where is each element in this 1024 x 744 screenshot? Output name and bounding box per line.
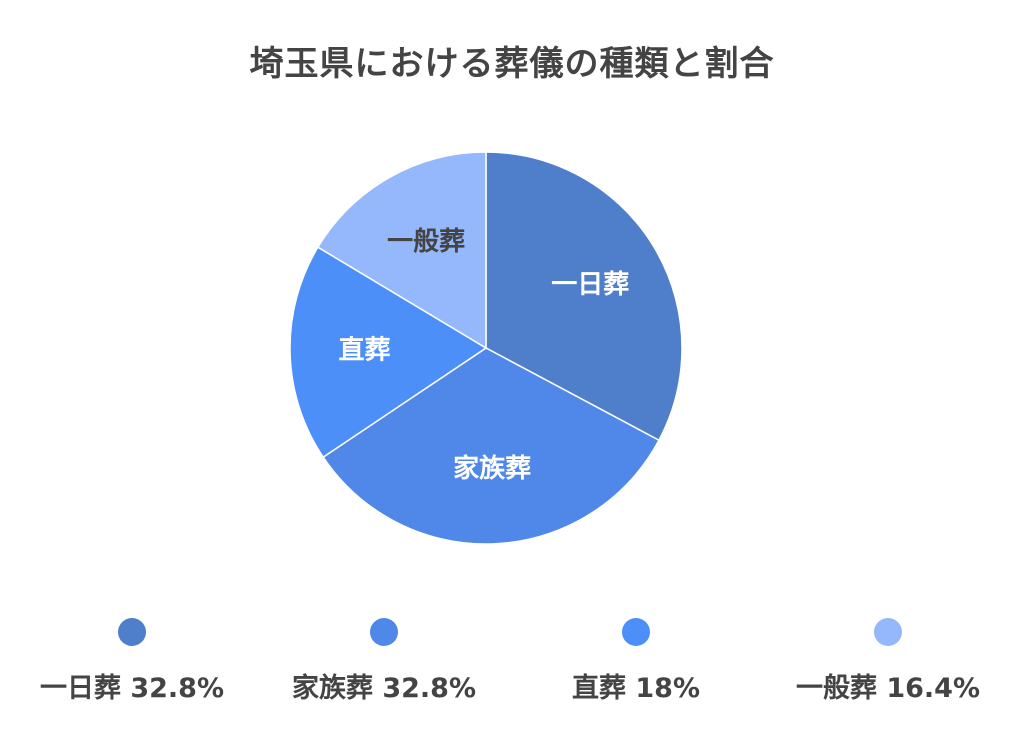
- legend-swatch: [622, 618, 650, 646]
- slice-label: 一日葬: [551, 270, 629, 300]
- pie-slice[interactable]: [289, 246, 488, 459]
- slice-label: 一般葬: [387, 227, 465, 257]
- legend-item-chokuso[interactable]: 直葬 18%: [508, 618, 764, 705]
- legend-label: 一般葬 16.4%: [795, 673, 981, 704]
- slice-label: 家族葬: [453, 453, 531, 484]
- legend-label: 一日葬 32.8%: [39, 673, 225, 704]
- legend-item-ichinichiso[interactable]: 一日葬 32.8%: [4, 618, 260, 705]
- legend-label: 直葬 18%: [571, 673, 701, 704]
- legend-swatch: [874, 618, 902, 646]
- pie-slice[interactable]: [485, 151, 683, 442]
- legend-item-ippanso[interactable]: 一般葬 16.4%: [760, 618, 1016, 705]
- pie-slice[interactable]: [316, 151, 487, 350]
- legend-swatch: [118, 618, 146, 646]
- legend-swatch: [370, 618, 398, 646]
- legend-label: 家族葬 32.8%: [291, 673, 477, 704]
- slice-label: 直葬: [339, 336, 391, 366]
- pie-slice[interactable]: [322, 347, 660, 545]
- legend: 一日葬 32.8% 家族葬 32.8% 直葬 18% 一般葬 16.4%: [0, 618, 1024, 708]
- chart-title: 埼玉県における葬儀の種類と割合: [249, 44, 775, 84]
- legend-item-kazokuso[interactable]: 家族葬 32.8%: [256, 618, 512, 705]
